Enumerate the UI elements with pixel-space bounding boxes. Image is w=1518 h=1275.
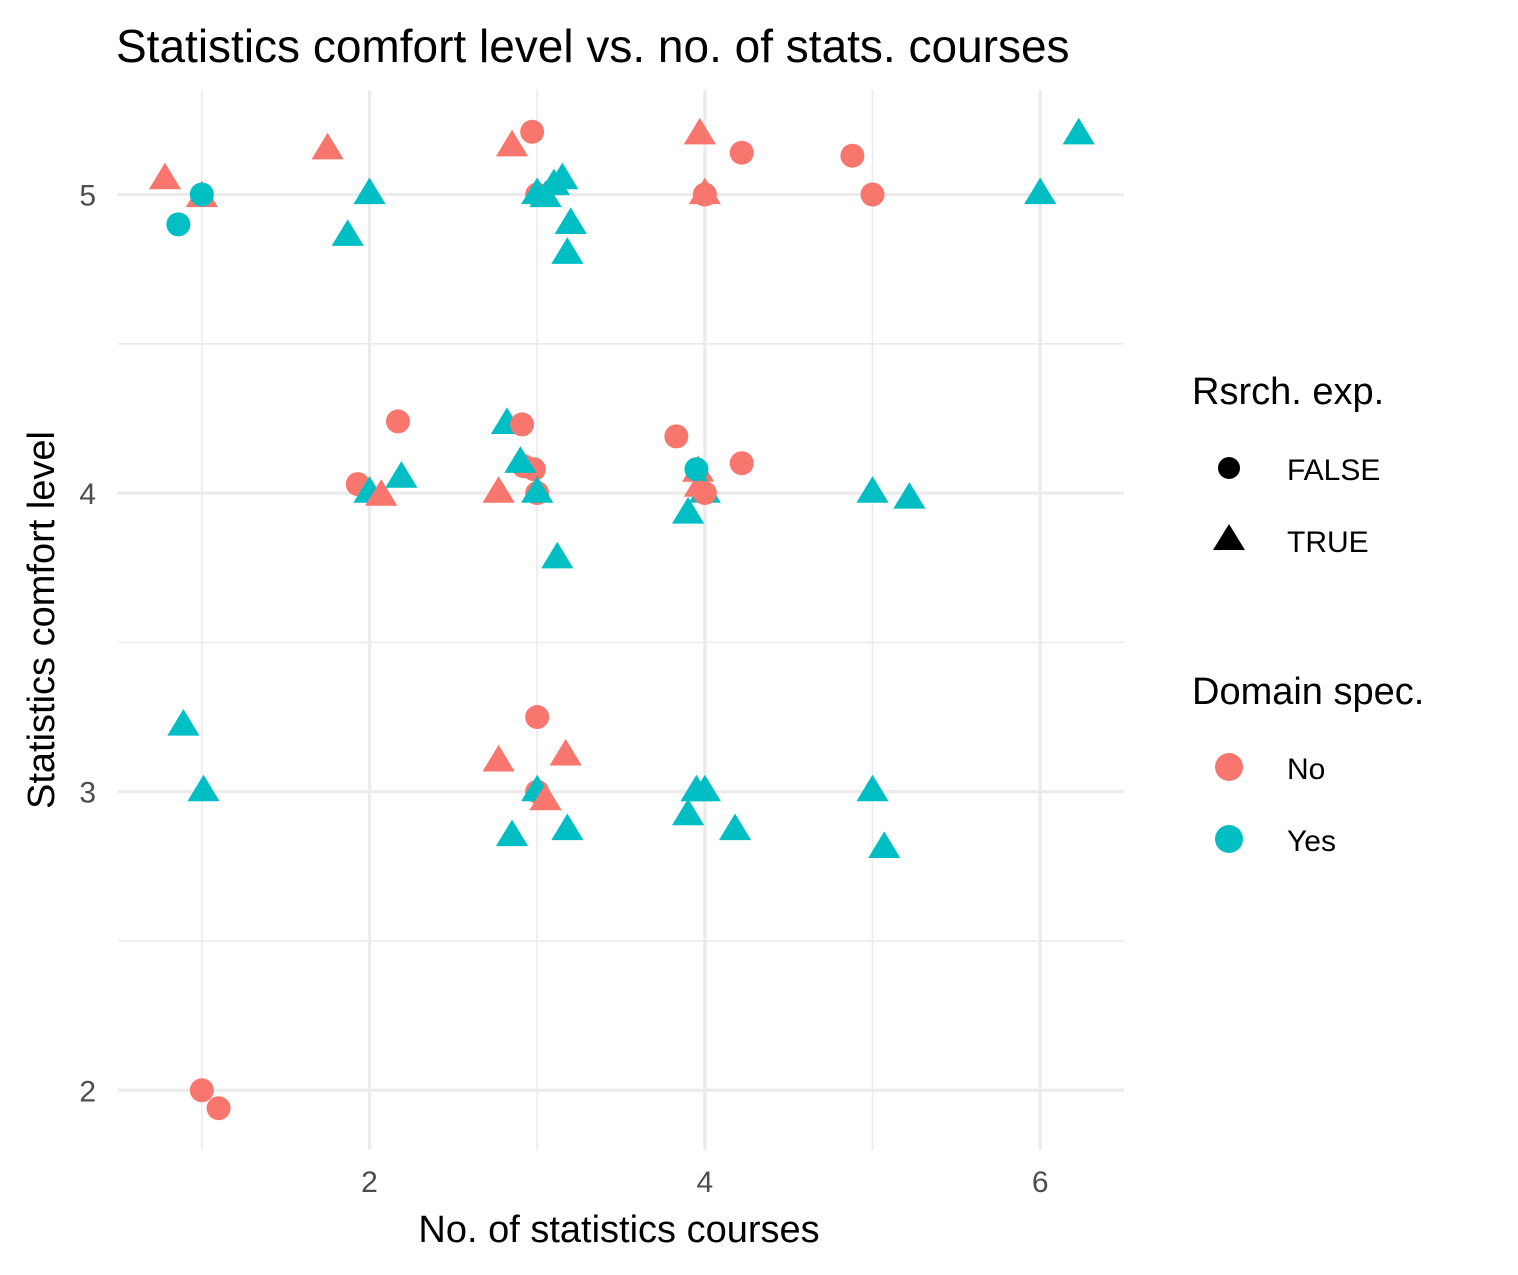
data-point-triangle xyxy=(554,207,587,234)
y-tick-label: 5 xyxy=(79,180,96,213)
data-point-triangle xyxy=(187,774,220,802)
legend-yes-color-swatch xyxy=(1215,825,1243,853)
data-point-triangle xyxy=(683,117,716,145)
legend-label-false: FALSE xyxy=(1287,454,1380,487)
data-point-circle xyxy=(840,143,865,168)
data-point-triangle xyxy=(167,709,200,736)
data-point-triangle xyxy=(671,798,705,826)
data-point-circle xyxy=(729,140,754,165)
legend-label-true: TRUE xyxy=(1287,526,1369,559)
data-point-triangle xyxy=(529,783,562,811)
x-tick-label: 6 xyxy=(1032,1166,1049,1199)
data-point-triangle xyxy=(868,831,901,859)
y-tick-label: 2 xyxy=(79,1075,96,1108)
data-point-triangle xyxy=(551,237,584,264)
legend-no-color-swatch xyxy=(1215,753,1243,781)
data-point-circle xyxy=(206,1096,231,1121)
chart-title: Statistics comfort level vs. no. of stat… xyxy=(116,20,1070,72)
x-tick-label: 2 xyxy=(361,1166,378,1199)
data-point-circle xyxy=(729,451,754,476)
data-point-triangle xyxy=(365,479,398,506)
data-point-circle xyxy=(692,182,717,207)
legend-domain-specific: Domain spec. No Yes xyxy=(1192,671,1424,858)
data-point-triangle xyxy=(856,476,889,503)
data-point-triangle xyxy=(495,129,529,157)
data-point-triangle xyxy=(546,162,579,190)
data-point-triangle xyxy=(671,497,705,524)
x-axis-title: No. of statistics courses xyxy=(418,1209,819,1251)
legend-research-experience: Rsrch. exp. FALSE TRUE xyxy=(1192,371,1384,559)
plot-area xyxy=(118,90,1124,1150)
data-point-triangle xyxy=(385,461,418,488)
legend-label-no: No xyxy=(1287,753,1325,786)
data-point-circle xyxy=(166,212,191,237)
data-point-triangle xyxy=(331,219,364,246)
data-point-circle xyxy=(520,119,545,144)
data-point-triangle xyxy=(541,541,574,569)
y-tick-label: 3 xyxy=(79,777,96,810)
data-point-triangle xyxy=(521,476,554,503)
data-point-triangle xyxy=(1062,117,1095,145)
data-point-triangle xyxy=(688,774,721,802)
data-point-circle xyxy=(525,705,550,730)
data-points xyxy=(148,117,1095,1121)
y-tick-label: 4 xyxy=(79,478,96,511)
data-point-triangle xyxy=(504,446,537,473)
data-point-circle xyxy=(510,412,535,437)
data-point-circle xyxy=(664,424,689,449)
data-point-circle xyxy=(692,481,717,506)
data-point-circle xyxy=(860,182,885,207)
data-point-circle xyxy=(189,182,214,207)
legend-label-yes: Yes xyxy=(1287,825,1336,858)
legend-triangle-icon xyxy=(1213,524,1245,550)
data-point-triangle xyxy=(718,813,752,841)
data-point-triangle xyxy=(551,813,584,841)
legend-title-research: Rsrch. exp. xyxy=(1192,371,1384,413)
grid-lines xyxy=(118,90,1124,1150)
data-point-triangle xyxy=(148,162,182,190)
y-axis-ticks: 2 3 4 5 xyxy=(79,180,96,1109)
data-point-circle xyxy=(684,457,709,482)
data-point-circle xyxy=(386,409,411,434)
x-axis-ticks: 2 4 6 xyxy=(361,1166,1048,1199)
data-point-triangle xyxy=(495,819,529,847)
legend-circle-icon xyxy=(1218,457,1240,479)
y-axis-title: Statistics comfort level xyxy=(21,431,63,809)
data-point-triangle xyxy=(353,177,386,205)
data-point-triangle xyxy=(482,476,515,503)
data-point-triangle xyxy=(856,774,889,802)
data-point-triangle xyxy=(1024,177,1057,205)
legend-title-domain: Domain spec. xyxy=(1192,671,1424,713)
data-point-triangle xyxy=(893,482,926,509)
data-point-circle xyxy=(189,1078,214,1103)
data-point-triangle xyxy=(549,738,582,766)
data-point-triangle xyxy=(482,744,515,772)
x-tick-label: 4 xyxy=(696,1166,713,1199)
data-point-triangle xyxy=(311,132,344,160)
